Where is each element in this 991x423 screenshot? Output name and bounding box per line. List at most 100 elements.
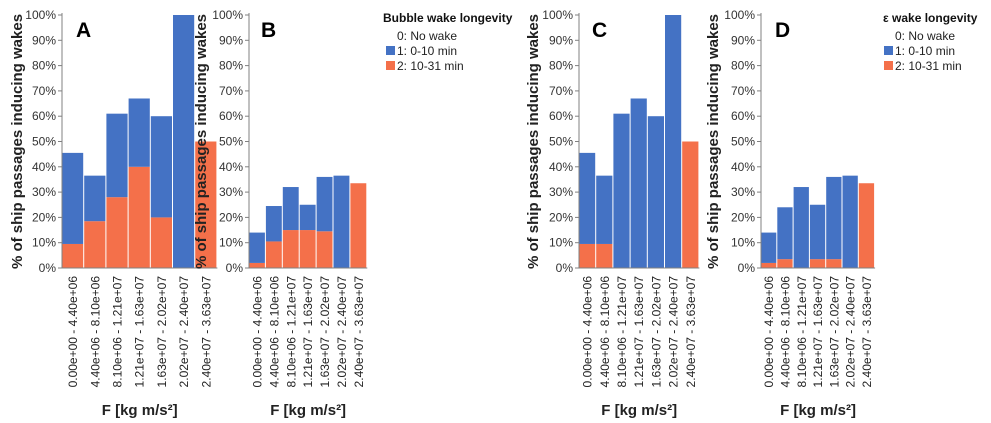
- bar-blue-2: [282, 187, 299, 231]
- bar-orange-4: [316, 231, 333, 268]
- x-category-label: 1.21e+07 - 1.63e+07: [632, 276, 646, 388]
- y-tick-label: 30%: [32, 185, 56, 199]
- bar-orange-1: [265, 241, 282, 268]
- x-category-label: 2.40e+07 - 3.63e+07: [199, 276, 213, 388]
- bar-orange-2: [282, 230, 299, 268]
- x-category-label: 8.10e+06 - 1.21e+07: [615, 276, 629, 388]
- bar-blue-0: [761, 232, 777, 263]
- x-category-label: 2.02e+07 - 2.40e+07: [667, 276, 681, 388]
- x-category-label: 2.40e+07 - 3.63e+07: [352, 276, 366, 388]
- bar-orange-3: [299, 230, 316, 268]
- bar-blue-5: [173, 15, 195, 268]
- bar-blue-1: [777, 207, 793, 260]
- bar-blue-4: [826, 176, 842, 260]
- bar-orange-4: [826, 259, 842, 268]
- bar-blue-1: [596, 175, 613, 244]
- y-axis-title: % of ship passages inducing wakes: [9, 14, 26, 269]
- chart-panel-d: 0% 10% 20% 30% 40% 50% 60% 70% 80% 90% 100% 0.00e+0…: [705, 8, 876, 419]
- y-tick-label: 30%: [219, 185, 243, 199]
- bar-orange-6: [682, 141, 699, 268]
- bar-blue-5: [842, 175, 858, 268]
- y-tick-label: 90%: [32, 33, 56, 47]
- bar-orange-2: [106, 197, 128, 268]
- legend-title: Bubble wake longevity: [383, 11, 513, 25]
- y-tick-label: 70%: [731, 84, 755, 98]
- y-tick-label: 20%: [731, 210, 755, 224]
- bar-orange-6: [858, 183, 875, 268]
- bar-orange-0: [62, 243, 84, 268]
- y-tick-label: 90%: [549, 33, 573, 47]
- bar-blue-2: [613, 113, 630, 268]
- x-category-label: 8.10e+06 - 1.21e+07: [284, 276, 298, 388]
- bar-blue-4: [647, 116, 664, 268]
- x-category-label: 2.40e+07 - 3.63e+07: [860, 276, 874, 388]
- x-category-label: 2.02e+07 - 2.40e+07: [177, 276, 191, 388]
- bar-blue-5: [333, 175, 350, 268]
- legend-item: 2: 10-31 min: [895, 59, 962, 73]
- y-tick-label: 70%: [549, 84, 573, 98]
- y-tick-label: 80%: [219, 59, 243, 73]
- x-axis-title: F [kg m/s²]: [601, 402, 677, 419]
- panel-letter: A: [76, 19, 91, 42]
- y-tick-label: 50%: [549, 135, 573, 149]
- chart-panel-c: 0% 10% 20% 30% 40% 50% 60% 70% 80% 90% 100% 0.00e+0…: [525, 8, 700, 419]
- x-category-label: 8.10e+06 - 1.21e+07: [795, 276, 809, 388]
- x-category-label: 4.40e+06 - 8.10e+06: [267, 276, 281, 388]
- x-category-label: 0.00e+00 - 4.40e+06: [250, 276, 264, 388]
- bar-blue-3: [809, 204, 826, 260]
- y-axis-title: % of ship passages inducing wakes: [193, 14, 210, 269]
- x-category-label: 1.63e+07 - 2.02e+07: [155, 276, 169, 388]
- x-category-label: 0.00e+00 - 4.40e+06: [762, 276, 776, 388]
- bar-orange-1: [84, 221, 106, 268]
- y-tick-label: 70%: [32, 84, 56, 98]
- y-tick-label: 60%: [731, 109, 755, 123]
- bar-blue-3: [299, 204, 316, 231]
- x-category-label: 2.02e+07 - 2.40e+07: [335, 276, 349, 388]
- bar-orange-0: [249, 262, 265, 268]
- y-tick-label: 40%: [32, 160, 56, 174]
- x-category-label: 8.10e+06 - 1.21e+07: [111, 276, 125, 388]
- x-category-label: 1.63e+07 - 2.02e+07: [318, 276, 332, 388]
- legend-swatch-2: [386, 61, 395, 70]
- legend-item: 0: No wake: [895, 29, 955, 43]
- bar-orange-1: [596, 243, 613, 268]
- x-category-label: 2.02e+07 - 2.40e+07: [844, 276, 858, 388]
- y-tick-label: 10%: [549, 236, 573, 250]
- legend-item: 0: No wake: [397, 29, 457, 43]
- bar-blue-1: [84, 175, 106, 222]
- y-tick-label: 100%: [724, 8, 755, 22]
- bar-orange-6: [195, 141, 217, 268]
- y-tick-label: 0%: [738, 261, 756, 275]
- y-tick-label: 80%: [549, 59, 573, 73]
- panel-letter: C: [592, 19, 607, 42]
- y-tick-label: 60%: [219, 109, 243, 123]
- y-tick-label: 10%: [32, 236, 56, 250]
- bar-blue-0: [62, 152, 84, 244]
- y-tick-label: 0%: [39, 261, 57, 275]
- y-tick-label: 100%: [25, 8, 56, 22]
- x-axis-title: F [kg m/s²]: [780, 402, 856, 419]
- x-category-label: 1.21e+07 - 1.63e+07: [811, 276, 825, 388]
- y-tick-label: 0%: [226, 261, 244, 275]
- bar-orange-0: [761, 262, 777, 268]
- y-tick-label: 30%: [731, 185, 755, 199]
- legend-swatch-1: [884, 46, 893, 55]
- x-category-label: 1.21e+07 - 1.63e+07: [301, 276, 315, 388]
- bar-orange-4: [150, 217, 172, 268]
- bar-orange-1: [777, 259, 793, 268]
- legend-item: 1: 0-10 min: [895, 44, 955, 58]
- x-category-label: 2.40e+07 - 3.63e+07: [684, 276, 698, 388]
- y-tick-label: 30%: [549, 185, 573, 199]
- y-tick-label: 60%: [32, 109, 56, 123]
- y-tick-label: 40%: [549, 160, 573, 174]
- x-axis-title: F [kg m/s²]: [270, 402, 346, 419]
- y-tick-label: 90%: [731, 33, 755, 47]
- x-category-label: 1.63e+07 - 2.02e+07: [827, 276, 841, 388]
- y-tick-label: 80%: [32, 59, 56, 73]
- y-tick-label: 60%: [549, 109, 573, 123]
- bar-orange-0: [579, 243, 596, 268]
- y-tick-label: 50%: [731, 135, 755, 149]
- y-tick-label: 40%: [219, 160, 243, 174]
- legend-item: 1: 0-10 min: [397, 44, 457, 58]
